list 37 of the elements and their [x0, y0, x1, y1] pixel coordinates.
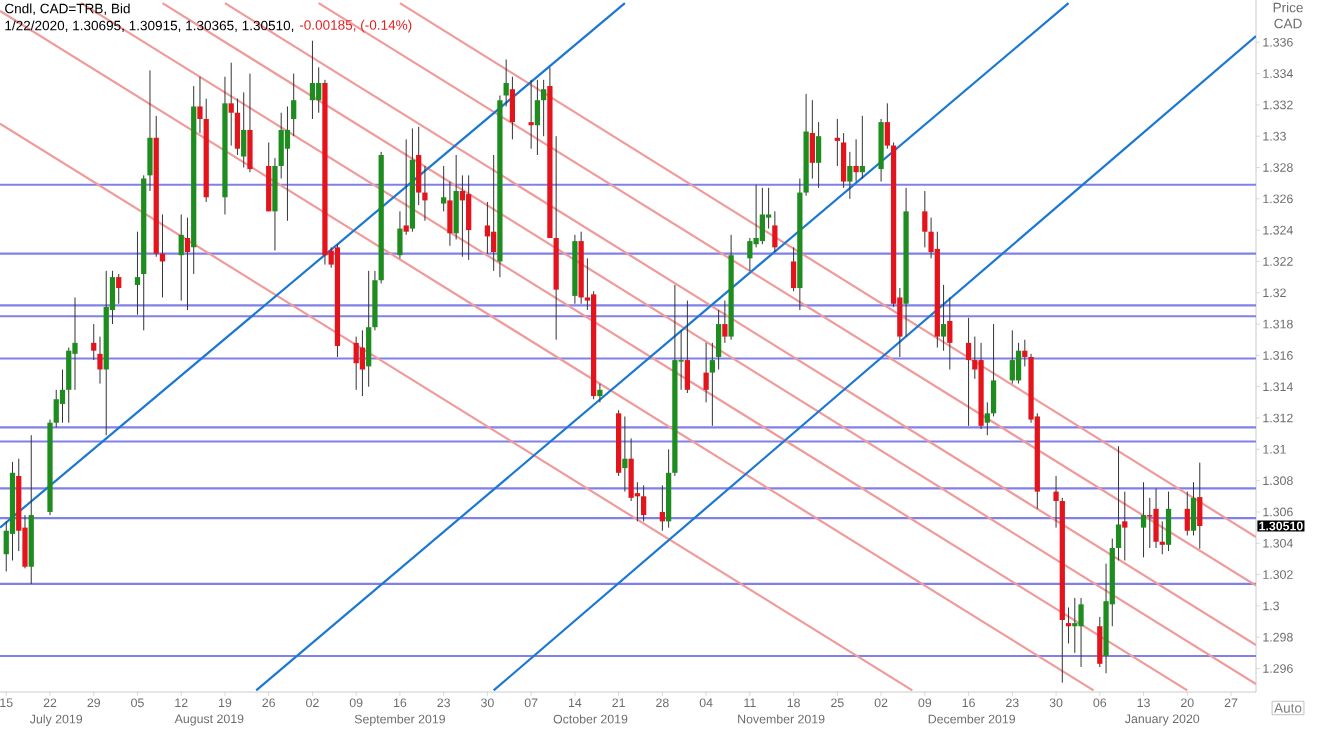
candlestick	[353, 336, 359, 391]
candlestick	[534, 79, 541, 156]
candlestick	[1184, 491, 1190, 536]
candlestick	[940, 284, 947, 352]
candlestick	[641, 484, 647, 522]
candlestick	[1197, 462, 1203, 550]
candlestick	[228, 62, 234, 147]
candlestick	[266, 141, 272, 212]
candlestick	[1165, 491, 1172, 552]
candlestick	[815, 121, 822, 189]
candlestick	[722, 300, 728, 344]
candlestick	[466, 174, 472, 261]
candlestick	[790, 246, 797, 292]
candlestick	[622, 415, 628, 493]
candlestick	[528, 79, 534, 150]
candlestick	[316, 66, 322, 114]
candlestick	[853, 138, 859, 183]
candlestick	[116, 273, 122, 305]
candlestick	[459, 174, 466, 258]
candlestick	[1072, 597, 1078, 654]
candlestick	[1009, 329, 1015, 385]
candlestick	[309, 40, 316, 120]
candlestick	[491, 154, 497, 272]
candlestick	[366, 270, 372, 388]
candlestick	[597, 383, 603, 403]
candlestick	[1153, 487, 1159, 549]
candlestick	[965, 317, 972, 427]
candlestick	[1140, 481, 1147, 558]
candlestick	[759, 187, 765, 245]
candlestick	[241, 91, 247, 169]
candlestick	[1078, 597, 1084, 668]
candlestick	[684, 300, 690, 394]
candlestick	[247, 73, 253, 173]
candlestick	[859, 115, 865, 179]
candlestick	[659, 484, 665, 532]
candlestick	[1147, 497, 1153, 549]
candlestick	[178, 213, 184, 302]
